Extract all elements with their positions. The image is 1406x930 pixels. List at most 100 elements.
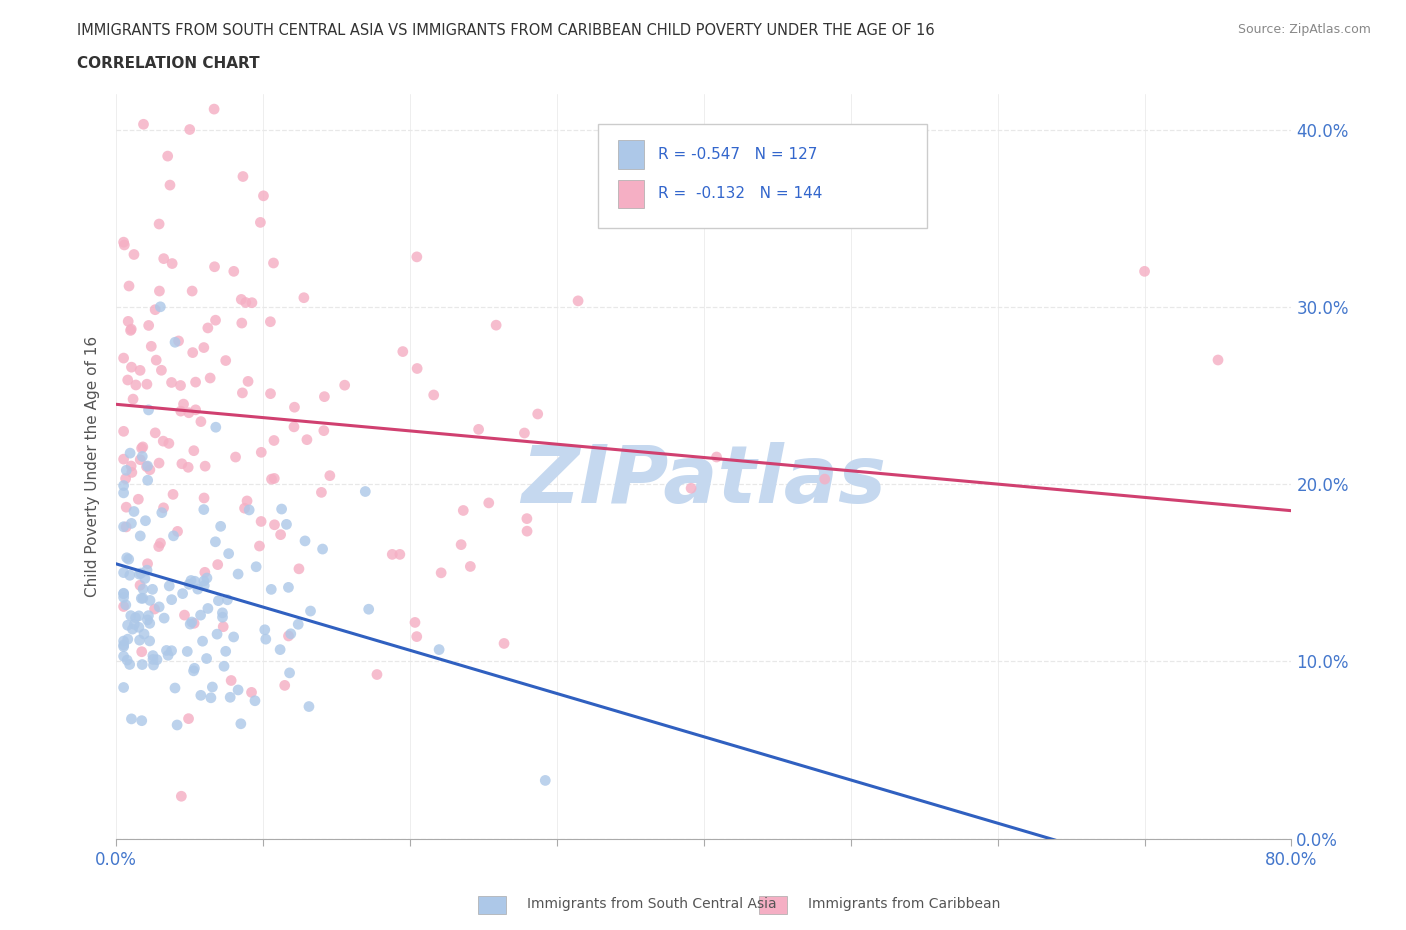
Text: R = -0.547   N = 127: R = -0.547 N = 127 — [658, 147, 817, 162]
Point — [283, 419, 305, 434]
Point — [118, 551, 141, 566]
Point — [219, 673, 242, 688]
Point — [312, 423, 335, 438]
Point — [131, 449, 153, 464]
Point — [263, 517, 285, 532]
Point — [136, 613, 159, 628]
Point — [121, 360, 143, 375]
Point — [236, 374, 259, 389]
Point — [160, 644, 183, 658]
Point — [148, 284, 170, 299]
Point — [129, 452, 152, 467]
Point — [195, 651, 218, 666]
Point — [191, 633, 214, 648]
Point — [131, 713, 153, 728]
Point — [170, 789, 193, 804]
Point — [128, 608, 150, 623]
Point — [157, 648, 180, 663]
Point — [212, 658, 235, 673]
Point — [139, 462, 162, 477]
Point — [181, 345, 204, 360]
Point — [112, 680, 135, 695]
Point — [240, 684, 263, 699]
Point — [513, 426, 536, 441]
Point — [136, 556, 159, 571]
Point — [131, 441, 153, 456]
Point — [277, 580, 299, 595]
Point — [274, 678, 297, 693]
Point — [120, 445, 142, 460]
Point — [276, 517, 298, 532]
Point — [135, 459, 157, 474]
Point — [294, 534, 316, 549]
Point — [150, 363, 173, 378]
Point — [134, 513, 156, 528]
Point — [129, 578, 152, 592]
Point — [1133, 264, 1156, 279]
Point — [460, 559, 482, 574]
Point — [388, 547, 411, 562]
Point — [160, 592, 183, 607]
Point — [229, 716, 252, 731]
Point — [567, 294, 589, 309]
Point — [152, 251, 174, 266]
Point — [142, 648, 165, 663]
Point — [299, 604, 322, 618]
Text: ZIPatlas: ZIPatlas — [522, 443, 886, 520]
Point — [406, 361, 429, 376]
Point — [112, 638, 135, 653]
Point — [226, 683, 249, 698]
Point — [254, 631, 277, 646]
Point — [183, 444, 205, 458]
Point — [184, 403, 207, 418]
Point — [136, 458, 159, 473]
Point — [177, 405, 200, 420]
Point — [250, 514, 273, 529]
Point — [141, 339, 163, 353]
Point — [112, 485, 135, 500]
Point — [125, 378, 148, 392]
Point — [195, 571, 218, 586]
Point — [173, 397, 195, 412]
Point — [405, 630, 427, 644]
Point — [167, 334, 190, 349]
Point — [243, 693, 266, 708]
Point — [190, 607, 212, 622]
Point — [233, 500, 256, 515]
Point — [453, 503, 475, 518]
Point — [253, 622, 276, 637]
Point — [143, 302, 166, 317]
Point — [148, 217, 170, 232]
Point — [120, 323, 142, 338]
Point — [172, 586, 194, 601]
Point — [232, 169, 254, 184]
Point — [177, 459, 200, 474]
Point — [485, 318, 508, 333]
Point — [127, 492, 149, 507]
Point — [217, 592, 239, 607]
Point — [534, 773, 557, 788]
Bar — [478, 896, 506, 914]
Point — [260, 472, 283, 486]
Text: R =  -0.132   N = 144: R = -0.132 N = 144 — [658, 186, 823, 201]
Point — [263, 256, 285, 271]
Point — [494, 636, 516, 651]
Point — [207, 593, 229, 608]
Point — [219, 690, 242, 705]
Point — [207, 557, 229, 572]
Point — [112, 599, 135, 614]
Point — [183, 616, 205, 631]
Text: IMMIGRANTS FROM SOUTH CENTRAL ASIA VS IMMIGRANTS FROM CARIBBEAN CHILD POVERTY UN: IMMIGRANTS FROM SOUTH CENTRAL ASIA VS IM… — [77, 23, 935, 38]
Point — [173, 607, 195, 622]
Point — [430, 565, 453, 580]
Point — [115, 653, 138, 668]
Point — [222, 264, 245, 279]
Point — [259, 386, 281, 401]
Point — [263, 433, 285, 448]
Point — [354, 485, 377, 499]
Text: Immigrants from Caribbean: Immigrants from Caribbean — [808, 897, 1001, 911]
Point — [263, 471, 285, 485]
Point — [252, 189, 274, 204]
Point — [181, 284, 204, 299]
Point — [319, 468, 342, 483]
